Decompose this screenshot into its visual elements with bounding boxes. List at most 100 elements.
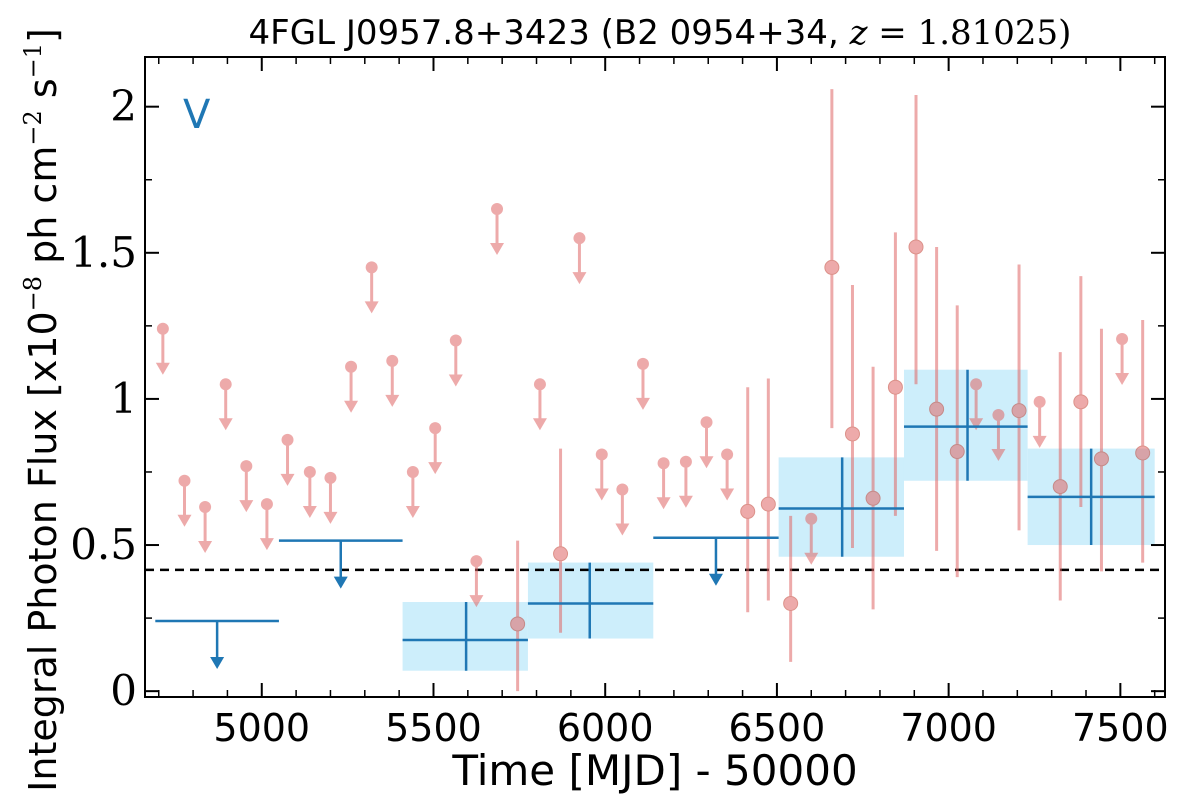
fine-upper-limit-marker — [970, 378, 983, 391]
y-tick-label: 0.5 — [70, 520, 137, 569]
fine-upper-limit — [572, 232, 587, 285]
y-axis-label-close: ] — [21, 28, 65, 43]
fine-upper-limit-marker — [700, 416, 713, 429]
fine-upper-limit — [635, 357, 650, 410]
fine-upper-limit — [678, 455, 693, 508]
y-tick-label: 2 — [110, 82, 137, 131]
fine-upper-limit-arrowhead — [678, 495, 693, 508]
fine-detection — [1052, 352, 1068, 601]
y-axis-label-exp: −8 — [19, 276, 47, 311]
fine-detection — [740, 387, 756, 613]
fine-upper-limit-marker — [156, 322, 169, 335]
fine-detection-marker — [865, 490, 881, 506]
fine-upper-limit — [469, 555, 484, 608]
fine-upper-limit — [218, 378, 233, 431]
fine-upper-limit — [239, 460, 254, 513]
x-tick-label: 5500 — [385, 706, 482, 750]
fine-upper-limit-marker — [178, 474, 191, 487]
fine-detection — [887, 232, 903, 516]
fine-upper-limit — [344, 360, 359, 413]
fine-upper-limit-arrowhead — [1032, 435, 1047, 448]
fine-detection-marker — [510, 616, 526, 632]
fine-upper-limit — [594, 448, 609, 501]
fine-detection — [844, 284, 860, 548]
panel-label: V — [183, 92, 211, 138]
fine-upper-limit-marker — [805, 512, 818, 525]
x-tick-label: 6500 — [729, 706, 826, 750]
fine-upper-limit — [280, 433, 295, 486]
fine-upper-limit — [532, 378, 547, 431]
fine-upper-limit-marker — [303, 465, 316, 478]
fine-upper-limit-arrowhead — [969, 418, 984, 431]
fine-upper-limit — [720, 448, 735, 501]
fine-upper-limit-marker — [406, 465, 419, 478]
chart-title-z-value: = 1.81025) — [867, 13, 1071, 53]
axes: 5000 5500 6000 6500 7000 7500 0 0.5 1 1.5 2 — [70, 56, 1169, 750]
fine-upper-limit — [804, 512, 819, 565]
fine-upper-limit-marker — [429, 422, 442, 435]
fine-upper-limit — [364, 261, 379, 314]
fine-upper-limit-marker — [595, 448, 608, 461]
fine-upper-limit — [428, 422, 443, 475]
y-axis-label-unit: ph cm — [21, 146, 65, 276]
fine-upper-limit-arrowhead — [490, 242, 505, 255]
fine-upper-limit-arrowhead — [239, 500, 254, 513]
fine-detection — [929, 246, 945, 551]
coarse-bin-error-box — [903, 369, 1028, 481]
fine-upper-limit-arrowhead — [532, 418, 547, 431]
fine-upper-limit-arrowhead — [572, 272, 587, 285]
fine-upper-limit — [1032, 395, 1047, 448]
fine-upper-limit-marker — [449, 334, 462, 347]
fine-upper-limit-arrowhead — [155, 362, 170, 375]
fine-upper-limit-marker — [992, 408, 1005, 421]
coarse-upper-limit-arrowhead — [333, 576, 348, 589]
fine-upper-limit-arrowhead — [364, 301, 379, 314]
fine-detection-marker — [1093, 451, 1109, 467]
fine-upper-limit-marker — [386, 354, 399, 367]
fine-upper-limit-marker — [657, 457, 670, 470]
fine-upper-limit-marker — [636, 357, 649, 370]
fine-upper-limit-arrowhead — [385, 394, 400, 407]
fine-upper-limit-marker — [470, 555, 483, 568]
coarse-upper-limit-arrowhead — [708, 573, 723, 586]
fine-upper-limit — [385, 354, 400, 407]
fine-detection-marker — [844, 426, 860, 442]
fine-detection — [908, 94, 924, 385]
fine-detection — [783, 515, 799, 662]
fine-detection-marker — [1135, 445, 1151, 461]
fine-upper-limit — [490, 202, 505, 255]
fine-upper-limit — [615, 483, 630, 536]
fine-detection-marker — [824, 259, 840, 275]
fine-upper-limit — [699, 416, 714, 469]
fine-upper-limit — [1115, 333, 1130, 386]
fine-upper-limit-marker — [573, 232, 586, 245]
fine-upper-limit — [405, 465, 420, 518]
fine-upper-limit — [448, 334, 463, 387]
fine-detection-marker — [949, 444, 965, 460]
fine-upper-limit-arrowhead — [991, 448, 1006, 461]
fine-detection — [824, 89, 840, 429]
fine-upper-limit-arrowhead — [405, 505, 420, 518]
fine-upper-limit-arrowhead — [469, 595, 484, 608]
chart-title-z-symbol: z — [849, 13, 869, 53]
fine-detection-marker — [1011, 403, 1027, 419]
fine-upper-limit-marker — [240, 460, 253, 473]
y-axis-label-main: Integral Photon Flux [x10 — [21, 311, 65, 792]
fine-detection-marker — [929, 401, 945, 417]
fine-upper-limit — [198, 501, 213, 554]
fine-upper-limit-marker — [616, 483, 629, 496]
y-tick-label: 1.5 — [70, 228, 137, 277]
fine-upper-limit-arrowhead — [594, 488, 609, 501]
y-axis-label-end: s — [21, 78, 65, 110]
fine-detection-marker — [887, 379, 903, 395]
fine-upper-limit-arrowhead — [323, 511, 338, 524]
chart-title-name: 4FGL J0957.8+3423 (B2 0954+34, — [249, 13, 850, 53]
fine-upper-limit-arrowhead — [720, 488, 735, 501]
fine-detection — [1011, 264, 1027, 531]
fine-upper-limit-marker — [1116, 333, 1129, 346]
fine-upper-limit — [177, 474, 192, 527]
fine-upper-limit-arrowhead — [656, 497, 671, 510]
fine-upper-limit-arrowhead — [198, 541, 213, 554]
fine-upper-limit — [991, 408, 1006, 461]
